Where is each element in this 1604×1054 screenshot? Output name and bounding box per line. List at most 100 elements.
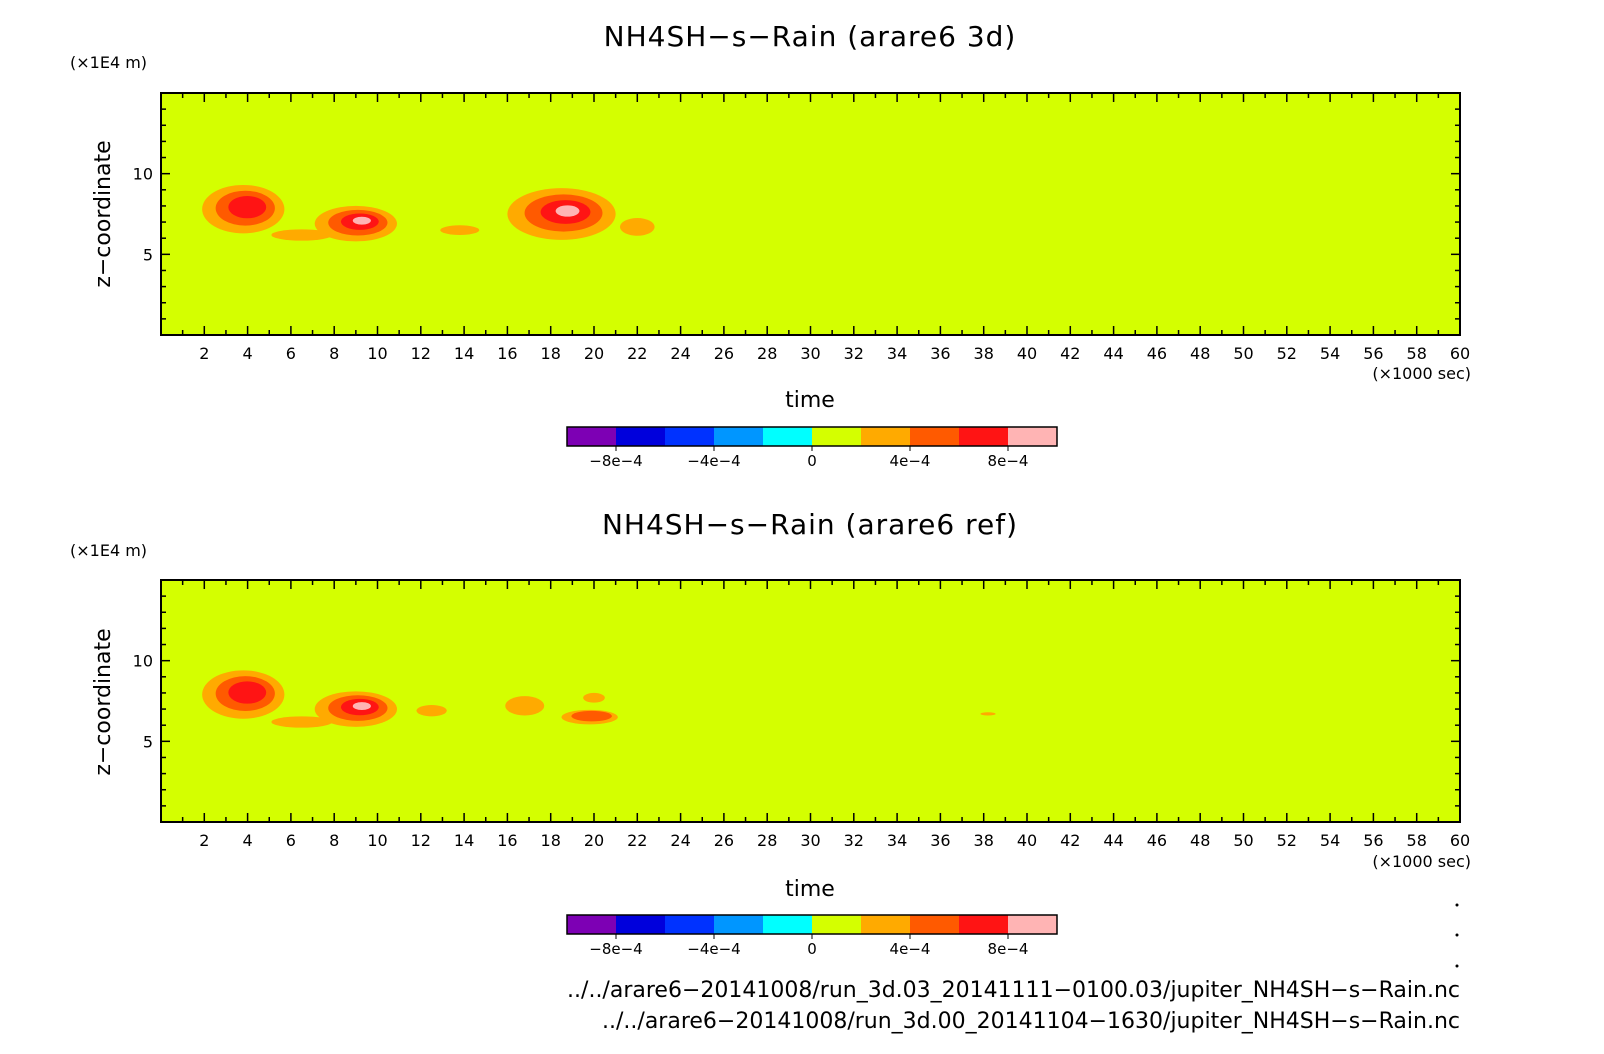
contour-level-4 <box>555 205 580 217</box>
contour-level-3 <box>228 196 267 219</box>
colorbar-segment <box>567 915 616 934</box>
x-tick-label: 30 <box>800 344 820 363</box>
x-tick-label: 34 <box>887 344 907 363</box>
x-tick-label: 42 <box>1060 831 1080 850</box>
x-tick-label: 10 <box>367 344 387 363</box>
contour-level-4 <box>352 702 371 710</box>
x-tick-label: 28 <box>757 831 777 850</box>
colorbar-tick-label: 4e−4 <box>890 940 931 958</box>
y-unit-label: (×1E4 m) <box>70 53 147 72</box>
plot-area: 2 4 6 8 10 12 14 16 18 20 22 24 26 28 30 32 34 36 38 40 42 44… <box>133 92 1470 363</box>
colorbar-segment <box>812 915 861 934</box>
colorbar-segment <box>763 427 812 446</box>
contour-level-1 <box>271 229 333 241</box>
x-tick-label: 52 <box>1277 344 1297 363</box>
x-tick-label: 36 <box>930 831 950 850</box>
x-tick-label: 40 <box>1017 344 1037 363</box>
colorbar-tick-label: −8e−4 <box>589 940 642 958</box>
marker-dot <box>1455 903 1459 907</box>
colorbar-segment <box>714 427 763 446</box>
contour-level-1 <box>416 705 447 717</box>
colorbar-segment <box>1008 427 1057 446</box>
x-tick-label: 32 <box>844 344 864 363</box>
colorbar-segment <box>1008 915 1057 934</box>
panel-3d: NH4SH−s−Rain (arare6 3d) (×1E4 m) 2 4 6 8 10… <box>70 20 1471 470</box>
colorbar-tick-label: 8e−4 <box>988 940 1029 958</box>
y-axis-label: z−coordinate <box>91 140 116 287</box>
colorbar-tick-label: 4e−4 <box>890 452 931 470</box>
x-tick-label: 2 <box>199 344 209 363</box>
x-tick-label: 12 <box>411 831 431 850</box>
x-tick-label: 60 <box>1450 831 1470 850</box>
x-tick-label: 22 <box>627 831 647 850</box>
source-path-1: ../../arare6−20141008/run_3d.03_20141111… <box>567 978 1460 1003</box>
x-tick-label: 26 <box>714 344 734 363</box>
x-tick-label: 58 <box>1407 344 1427 363</box>
colorbar-segment <box>714 915 763 934</box>
x-tick-label: 10 <box>367 831 387 850</box>
contour-level-2 <box>571 710 612 722</box>
x-tick-label: 12 <box>411 344 431 363</box>
x-tick-label: 50 <box>1233 344 1253 363</box>
x-tick-label: 4 <box>243 344 253 363</box>
x-tick-label: 46 <box>1147 831 1167 850</box>
contour-level-1 <box>271 716 333 728</box>
y-tick-label: 10 <box>133 652 153 671</box>
x-tick-label: 30 <box>800 831 820 850</box>
contour-level-1 <box>505 696 545 716</box>
x-tick-label: 48 <box>1190 344 1210 363</box>
x-tick-label: 16 <box>497 344 517 363</box>
x-tick-label: 18 <box>541 344 561 363</box>
x-tick-label: 16 <box>497 831 517 850</box>
x-unit-label: (×1000 sec) <box>1372 364 1471 383</box>
x-tick-label: 18 <box>541 831 561 850</box>
contour-level-1 <box>619 218 655 236</box>
colorbar-segment <box>763 915 812 934</box>
x-tick-label: 44 <box>1103 344 1123 363</box>
x-tick-label: 52 <box>1277 831 1297 850</box>
x-tick-label: 2 <box>199 831 209 850</box>
colorbar-segment <box>616 427 665 446</box>
x-tick-label: 38 <box>974 344 994 363</box>
colorbar-tick-label: 0 <box>807 940 817 958</box>
colorbar-tick-label: 8e−4 <box>988 452 1029 470</box>
x-tick-label: 22 <box>627 344 647 363</box>
chart-title: NH4SH−s−Rain (arare6 ref) <box>602 508 1018 541</box>
contour-level-1 <box>583 692 605 703</box>
x-tick-label: 58 <box>1407 831 1427 850</box>
marker-dot <box>1455 933 1459 937</box>
x-tick-label: 56 <box>1363 831 1383 850</box>
marker-dot <box>1455 964 1459 968</box>
x-tick-label: 38 <box>974 831 994 850</box>
x-tick-label: 42 <box>1060 344 1080 363</box>
y-axis-label: z−coordinate <box>91 628 116 775</box>
contour-level-1 <box>980 712 996 716</box>
contour-layer <box>202 670 996 728</box>
x-tick-label: 26 <box>714 831 734 850</box>
colorbar-segment <box>861 427 910 446</box>
x-tick-label: 40 <box>1017 831 1037 850</box>
x-tick-label: 6 <box>286 831 296 850</box>
y-unit-label: (×1E4 m) <box>70 541 147 560</box>
source-path-2: ../../arare6−20141008/run_3d.00_20141104… <box>602 1009 1460 1034</box>
x-tick-label: 14 <box>454 831 474 850</box>
colorbar-tick-label: 0 <box>807 452 817 470</box>
contour-level-4 <box>352 216 371 225</box>
x-tick-label: 6 <box>286 344 296 363</box>
contour-level-1 <box>440 225 480 235</box>
colorbar-segment <box>665 915 714 934</box>
colorbar-segment <box>812 427 861 446</box>
x-tick-label: 36 <box>930 344 950 363</box>
x-tick-label: 24 <box>670 344 690 363</box>
x-axis-label: time <box>785 388 835 413</box>
x-tick-label: 20 <box>584 831 604 850</box>
x-tick-label: 56 <box>1363 344 1383 363</box>
x-tick-label: 44 <box>1103 831 1123 850</box>
colorbar-segment <box>616 915 665 934</box>
colorbar-segment <box>910 915 959 934</box>
colorbar: −8e−4 −4e−4 0 4e−4 8e−4 <box>566 426 1058 470</box>
y-tick-label: 10 <box>133 165 153 184</box>
x-tick-label: 54 <box>1320 831 1340 850</box>
x-tick-label: 48 <box>1190 831 1210 850</box>
